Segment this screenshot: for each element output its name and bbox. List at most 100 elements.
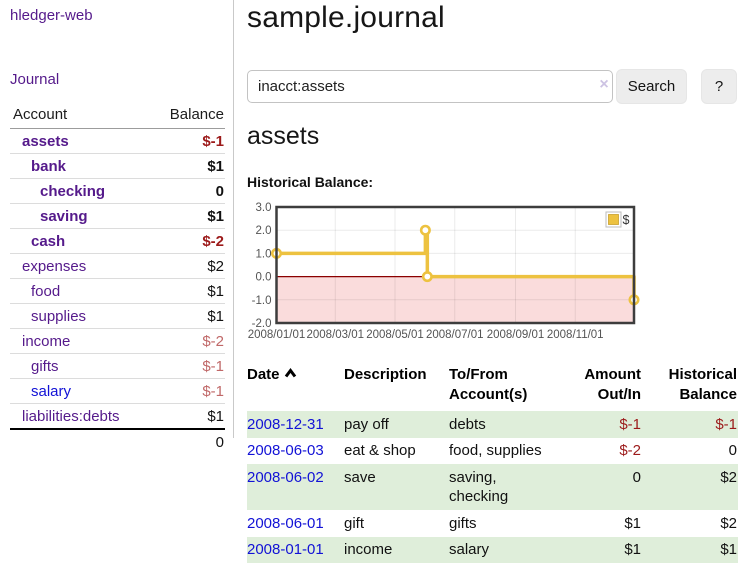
transaction-date-link[interactable]: 2008-06-02 [247,468,324,486]
account-row: income $-2 [10,328,225,354]
register-header-row: Date Description To/From Account(s) Amou… [247,363,738,411]
transaction-date-link[interactable]: 2008-06-01 [247,514,324,532]
transaction-balance: $2 [720,468,737,486]
sidebar-account-link[interactable]: bank [31,157,67,175]
account-balance: $1 [150,153,225,179]
accounts-table-header: Account Balance [10,104,225,129]
account-row: bank $1 [10,153,225,179]
account-row: checking 0 [10,178,225,204]
balance-column-header: Balance [150,104,225,129]
svg-text:2.0: 2.0 [256,225,272,237]
svg-text:3.0: 3.0 [256,202,272,214]
transaction-description: pay off [344,415,389,433]
accounts-total-row: 0 [10,428,225,454]
sidebar-account-link[interactable]: liabilities:debts [22,407,120,425]
transaction-description: eat & shop [344,442,416,459]
sidebar-account-link[interactable]: gifts [31,357,59,375]
accounts-table: Account Balance assets $-1 bank $1 checking 0… [10,104,225,454]
account-balance: $1 [150,403,225,429]
transaction-description: income [344,541,393,558]
column-header-amount: Amount Out/In [584,366,641,403]
column-header-balance: Historical Balance [668,366,737,403]
account-column-header: Account [10,104,151,129]
svg-text:2008/09/01: 2008/09/01 [487,329,545,341]
transaction-row: 2008-06-01 gift gifts $1 $2 [247,510,738,537]
search-input[interactable] [247,70,613,103]
app-brand-link[interactable]: hledger-web [10,7,93,24]
sidebar-account-link[interactable]: food [31,282,61,300]
svg-text:2008/07/01: 2008/07/01 [426,329,484,341]
transaction-amount: $-1 [619,415,641,433]
transaction-balance: $2 [720,514,737,532]
account-row: assets $-1 [10,129,225,154]
svg-text:0.0: 0.0 [256,272,272,284]
svg-text:$: $ [623,213,630,227]
transaction-amount: 0 [632,468,641,486]
transaction-balance: $1 [720,541,737,558]
clear-search-icon[interactable]: × [599,76,609,93]
register-table: Date Description To/From Account(s) Amou… [247,363,738,563]
historical-balance-chart: $3.0 2.0 1.0 0.0 -1.0 -2.0 2008/01/01 2008/03/0… [246,200,640,342]
help-button[interactable]: ? [701,69,737,104]
chart-title: Historical Balance: [247,174,374,190]
page-title: sample.journal [247,1,445,34]
account-balance: $-1 [150,378,225,404]
column-header-description: Description [344,366,427,383]
account-row: gifts $-1 [10,353,225,379]
sidebar-account-link[interactable]: salary [31,382,72,400]
svg-text:2008/01/01: 2008/01/01 [248,329,306,341]
accounts-total-value: 0 [150,428,225,454]
sidebar-item-journal[interactable]: Journal [10,71,60,88]
column-header-accounts: To/From Account(s) [449,366,528,403]
transaction-accounts: gifts [449,514,477,532]
account-balance: $1 [150,203,225,229]
transaction-accounts: saving, checking [449,468,509,506]
account-row: supplies $1 [10,303,225,329]
transaction-date-link[interactable]: 2008-01-01 [247,541,324,558]
chart-legend: $ [605,211,630,228]
transaction-row: 2008-06-02 save saving, checking 0 $2 [247,464,738,510]
svg-text:2008/05/01: 2008/05/01 [366,329,424,341]
transaction-description: gift [344,514,365,532]
sidebar-account-link[interactable]: income [22,332,71,350]
account-row: liabilities:debts $1 [10,403,225,429]
account-row: salary $-1 [10,378,225,404]
account-row: expenses $2 [10,253,225,279]
transaction-accounts: debts [449,415,486,433]
svg-text:-2.0: -2.0 [252,318,272,330]
sidebar-account-link[interactable]: supplies [31,307,87,325]
sidebar: hledger-web Journal Account Balance asse… [0,0,234,454]
column-header-date[interactable]: Date [247,363,344,411]
svg-text:2008/03/01: 2008/03/01 [306,329,364,341]
account-balance: $-2 [150,228,225,254]
transaction-row: 2008-01-01 income salary $1 $1 [247,536,738,563]
sidebar-account-link[interactable]: assets [22,132,69,150]
transaction-date-link[interactable]: 2008-12-31 [247,415,324,433]
transaction-accounts: salary [449,541,490,558]
transaction-accounts: food, supplies [449,442,542,459]
account-balance: $-2 [150,328,225,354]
account-balance: 0 [150,178,225,204]
svg-text:1.0: 1.0 [256,248,272,260]
sidebar-account-link[interactable]: saving [40,207,88,225]
sidebar-account-link[interactable]: checking [40,182,106,200]
sort-ascending-icon [284,365,297,385]
transaction-amount: $-2 [619,442,641,459]
account-balance: $-1 [202,132,224,150]
account-row: cash $-2 [10,228,225,254]
transaction-balance: $-1 [715,415,737,433]
transaction-amount: $1 [624,514,641,532]
account-row: saving $1 [10,203,225,229]
transaction-balance: 0 [728,442,737,459]
transaction-row: 2008-12-31 pay off debts $-1 $-1 [247,411,738,438]
transaction-amount: $1 [624,541,641,558]
account-balance: $2 [150,253,225,279]
transaction-description: save [344,468,376,486]
sidebar-account-link[interactable]: expenses [22,257,87,275]
account-heading: assets [247,122,320,150]
search-button[interactable]: Search [616,69,687,104]
account-balance: $1 [150,278,225,304]
sidebar-account-link[interactable]: cash [31,232,66,250]
transaction-date-link[interactable]: 2008-06-03 [247,442,324,459]
svg-text:-1.0: -1.0 [252,295,272,307]
